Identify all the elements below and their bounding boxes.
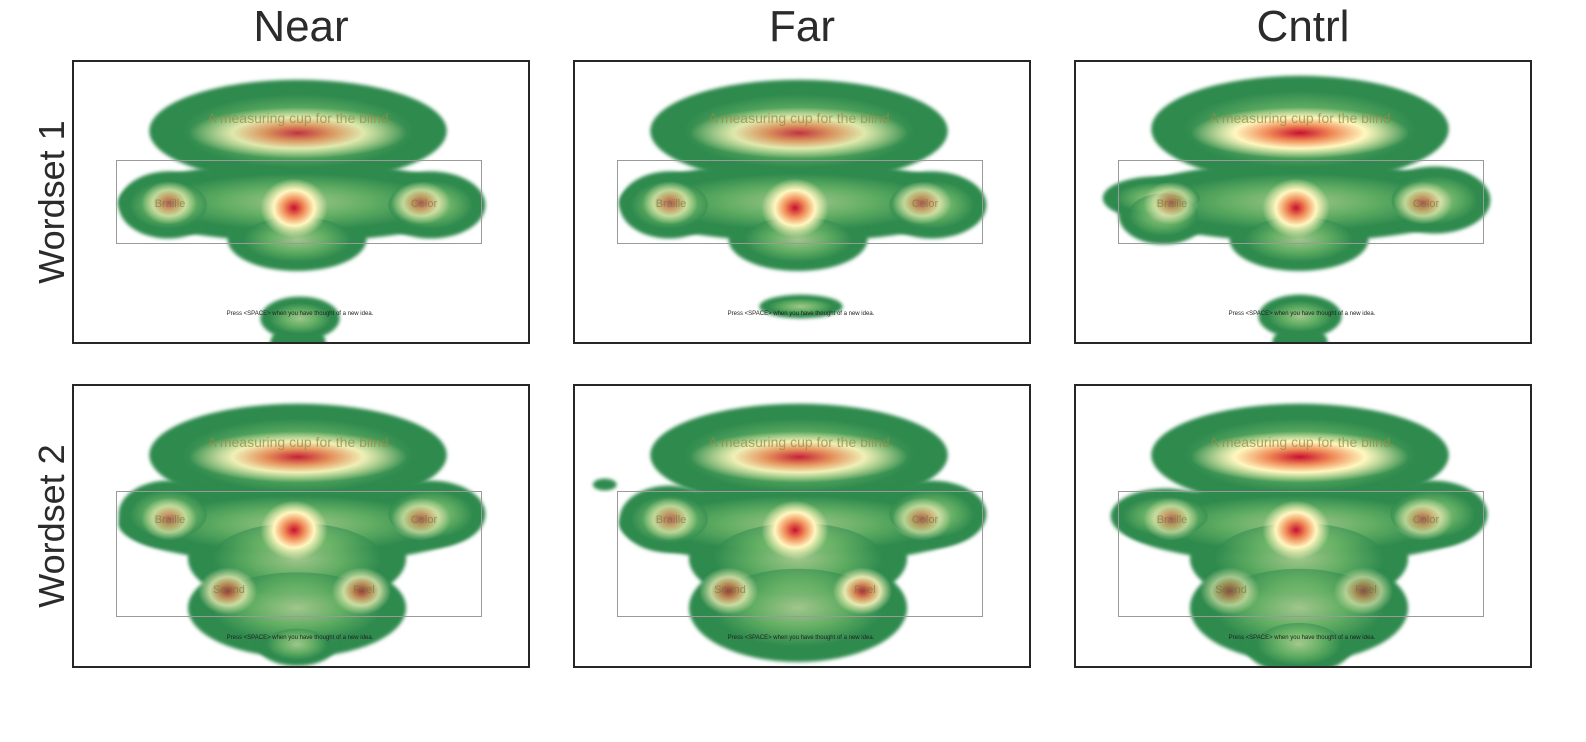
stimulus-word-right: Color [410, 514, 438, 526]
column-title-cntrl: Cntrl [1256, 2, 1350, 51]
row-title-wordset-2: Wordset 2 [31, 444, 72, 608]
stimulus-word-left: Braille [655, 514, 687, 526]
row-title-wordset-1: Wordset 1 [31, 120, 72, 284]
lower-left-word-hotspot [698, 567, 759, 615]
right-word-hotspot [391, 181, 451, 225]
heatmap-panel-wordset1-cntrl: A measuring cup for the blind. Braille Col… [1074, 60, 1532, 344]
stimulus-prompt: Press <SPACE> when you have thought of a… [226, 635, 374, 641]
lower-right-word-hotspot [1333, 567, 1394, 615]
heatmap-svg [1110, 403, 1488, 666]
lower-right-word-hotspot [832, 567, 893, 615]
stimulus-word-right: Color [1412, 198, 1440, 210]
heatmap-panel-wordset2-cntrl: A measuring cup for the blind. Braille Col… [1074, 384, 1532, 668]
stimulus-word-left: Braille [1156, 514, 1188, 526]
density-inner-region [768, 297, 834, 316]
stimulus-word-lower-right: Feel [854, 584, 876, 596]
stimulus-word-left: Braille [1156, 198, 1188, 210]
stimulus-word-left: Braille [154, 514, 186, 526]
stimulus-word-left: Braille [655, 198, 687, 210]
heatmap-svg [118, 403, 486, 666]
stimulus-sentence: A measuring cup for the blind. [708, 110, 894, 126]
center-word-hotspot [761, 500, 829, 560]
center-word-hotspot [260, 178, 328, 238]
column-title-near: Near [253, 2, 349, 51]
stimulus-prompt: Press <SPACE> when you have thought of a… [1228, 311, 1376, 317]
center-word-hotspot [1262, 500, 1330, 560]
left-word-hotspot [141, 497, 197, 541]
left-word-hotspot [642, 181, 698, 225]
density-region [592, 478, 617, 491]
stimulus-word-lower-left: Sound [213, 584, 245, 596]
stimulus-prompt: Press <SPACE> when you have thought of a… [226, 311, 374, 317]
left-word-hotspot [141, 181, 197, 225]
density-inner-region [1267, 300, 1333, 332]
stimulus-word-lower-left: Sound [1215, 584, 1247, 596]
heatmap-panel-wordset1-far: A measuring cup for the blind. Braille Col… [573, 60, 1031, 344]
stimulus-prompt: Press <SPACE> when you have thought of a… [727, 635, 875, 641]
sentence-hotspot [1190, 107, 1410, 159]
lower-left-word-hotspot [197, 567, 258, 615]
center-word-hotspot [260, 500, 328, 560]
stimulus-sentence: A measuring cup for the blind. [1209, 110, 1395, 126]
stimulus-word-lower-right: Feel [353, 584, 375, 596]
stimulus-prompt: Press <SPACE> when you have thought of a… [727, 311, 875, 317]
right-word-hotspot [892, 497, 952, 541]
stimulus-word-lower-right: Feel [1355, 584, 1377, 596]
left-word-hotspot [1143, 497, 1199, 541]
sentence-hotspot [188, 431, 408, 483]
sentence-hotspot [689, 107, 909, 159]
lower-right-word-hotspot [331, 567, 392, 615]
right-word-hotspot [1393, 497, 1453, 541]
sentence-hotspot [188, 107, 408, 159]
stimulus-word-right: Color [911, 198, 939, 210]
column-title-far: Far [769, 2, 835, 51]
stimulus-sentence: A measuring cup for the blind. [207, 434, 393, 450]
density-inner-region [266, 628, 328, 660]
sentence-hotspot [689, 431, 909, 483]
lower-left-word-hotspot [1199, 567, 1260, 615]
sentence-hotspot [1190, 431, 1410, 483]
stimulus-word-lower-left: Sound [714, 584, 746, 596]
stimulus-sentence: A measuring cup for the blind. [207, 110, 393, 126]
left-word-hotspot [1143, 181, 1199, 225]
heatmap-panel-wordset1-near: A measuring cup for the blind. Braille Col… [72, 60, 530, 344]
stimulus-prompt: Press <SPACE> when you have thought of a… [1228, 635, 1376, 641]
density-inner-region [1256, 623, 1342, 666]
stimulus-word-left: Braille [154, 198, 186, 210]
stimulus-sentence: A measuring cup for the blind. [1209, 434, 1395, 450]
stimulus-word-right: Color [911, 514, 939, 526]
left-word-hotspot [642, 497, 698, 541]
stimulus-sentence: A measuring cup for the blind. [708, 434, 894, 450]
heatmap-panel-wordset2-far: A measuring cup for the blind. Braille Col… [573, 384, 1031, 668]
center-word-hotspot [761, 178, 829, 238]
center-word-hotspot [1262, 178, 1330, 238]
right-word-hotspot [1393, 181, 1453, 225]
right-word-hotspot [892, 181, 952, 225]
stimulus-word-right: Color [1412, 514, 1440, 526]
heatmap-svg [592, 403, 987, 663]
heatmap-svg [118, 79, 486, 342]
density-inner-region [269, 302, 331, 334]
heatmap-panel-wordset2-near: A measuring cup for the blind. Braille Col… [72, 384, 530, 668]
right-word-hotspot [391, 497, 451, 541]
heatmap-svg [619, 79, 987, 319]
heatmap-svg [1102, 75, 1491, 342]
stimulus-word-right: Color [410, 198, 438, 210]
